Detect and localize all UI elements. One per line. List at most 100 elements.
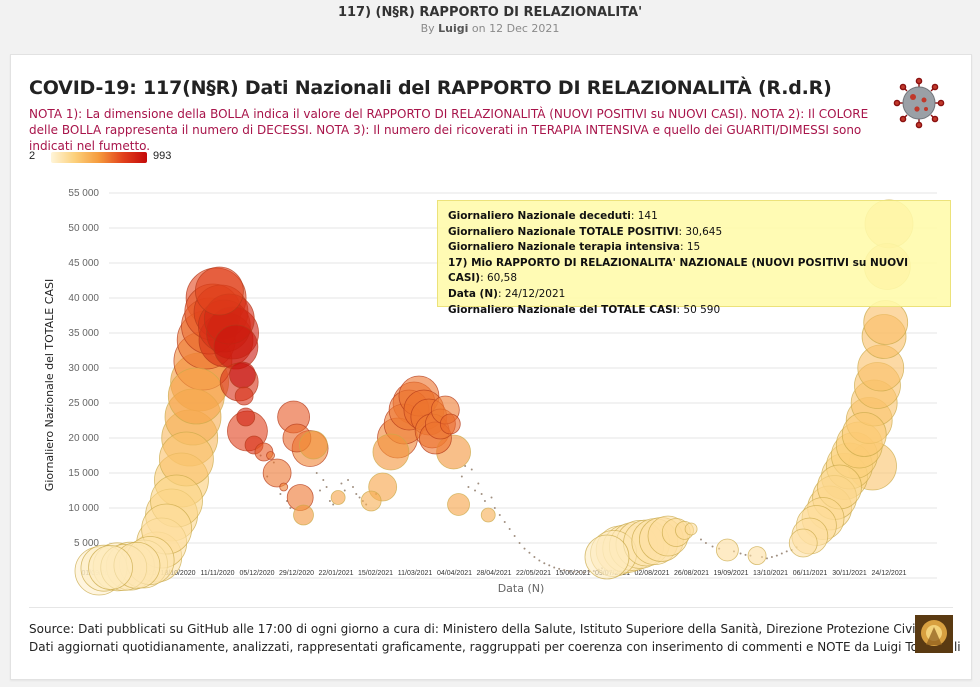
tooltip-row-label: Giornaliero Nazionale deceduti: [448, 210, 631, 222]
chart-bubble[interactable]: [236, 407, 256, 427]
chart-small-dot: [563, 569, 566, 572]
chart-small-dot: [577, 571, 580, 574]
chart-small-dot: [765, 557, 768, 560]
chart-bubble[interactable]: [439, 413, 461, 435]
chart-small-dot: [315, 472, 318, 474]
chart-small-dot: [477, 482, 480, 485]
chart-bubble[interactable]: [213, 324, 259, 370]
chart-small-dot: [780, 552, 783, 555]
chart-small-dot: [328, 500, 331, 502]
chart-bubble[interactable]: [88, 545, 133, 590]
x-tick-label: 22/01/2021: [318, 570, 353, 577]
tooltip-row: Giornaliero Nazionale TOTALE POSITIVI: 3…: [448, 225, 940, 241]
chart-small-dot: [587, 570, 590, 573]
chart-bubble[interactable]: [194, 266, 244, 316]
publish-date: on 12 Dec 2021: [471, 22, 560, 35]
chart-small-dot: [289, 507, 292, 509]
author-logo-icon: [915, 615, 953, 653]
chart-small-dot: [460, 475, 463, 478]
chart-small-dot: [343, 489, 346, 492]
chart-small-dot: [518, 542, 521, 544]
x-tick-label: 02/08/2021: [634, 570, 669, 577]
tooltip-row-label: Giornaliero Nazionale TOTALE POSITIVI: [448, 225, 679, 238]
tooltip-row-value: : 24/12/2021: [497, 287, 566, 300]
chart-small-dot: [474, 489, 477, 492]
y-axis-title: Giornaliero Nazionale del TOTALE CASI: [43, 279, 56, 491]
chart-bubble[interactable]: [788, 528, 818, 558]
chart-small-dot: [322, 479, 325, 481]
chart-bubble[interactable]: [715, 538, 739, 562]
chart-small-dot: [513, 535, 516, 537]
chart-small-dot: [493, 507, 496, 509]
chart-small-dot: [543, 562, 546, 565]
tooltip-row: Giornaliero Nazionale terapia intensiva:…: [448, 240, 940, 256]
chart-small-dot: [464, 465, 467, 467]
chart-small-dot: [785, 550, 788, 553]
bubble-chart[interactable]: 5 000 10 000 15 000 20 000 25 000 30 000 35 00…: [11, 175, 971, 605]
source-line-2: Dati aggiornati quotidianamente, analizz…: [29, 640, 961, 654]
chart-small-dot: [470, 468, 473, 471]
chart-bubble[interactable]: [841, 412, 887, 457]
chart-small-dot: [325, 486, 328, 488]
chart-bubble[interactable]: [480, 507, 496, 523]
chart-small-dot: [332, 503, 335, 506]
x-tick-label: 24/12/2021: [871, 570, 906, 577]
tooltip-row: 17) Mio RAPPORTO DI RELAZIONALITA' NAZIO…: [448, 256, 940, 287]
x-axis-ticks: 01/09/202024/09/202018/10/202011/11/2020…: [81, 570, 906, 577]
page-title: 117) (N§R) RAPPORTO DI RELAZIONALITA': [337, 5, 643, 20]
chart-bubble[interactable]: [299, 430, 328, 460]
chart-bubble[interactable]: [167, 367, 225, 425]
chart-bubble[interactable]: [330, 490, 346, 505]
chart-small-dot: [572, 570, 575, 573]
chart-small-dot: [553, 566, 556, 569]
chart-bubble[interactable]: [279, 482, 289, 492]
tooltip-row-label: Giornaliero Nazionale terapia intensiva: [448, 241, 680, 254]
tooltip-row: Giornaliero Nazionale del TOTALE CASI: 5…: [448, 303, 940, 319]
legend-max-label: 993: [153, 150, 172, 162]
chart-bubble[interactable]: [266, 451, 275, 460]
chart-bubble[interactable]: [584, 534, 630, 580]
chart-bubble[interactable]: [234, 386, 254, 406]
chart-bubble[interactable]: [293, 504, 314, 526]
chart-bubble[interactable]: [262, 458, 292, 488]
y-tick-label: 10 000: [68, 503, 99, 514]
chart-bubble[interactable]: [747, 546, 767, 566]
x-tick-label: 28/04/2021: [476, 570, 511, 577]
tooltip-row-label: Giornaliero Nazionale del TOTALE CASI: [448, 303, 677, 316]
chart-small-dot: [775, 554, 778, 557]
chart-bubble[interactable]: [447, 493, 470, 516]
chart-bubbles[interactable]: [74, 199, 914, 596]
chart-bubble[interactable]: [684, 522, 698, 536]
author-link[interactable]: Luigi: [438, 22, 469, 35]
chart-small-dot: [480, 493, 483, 495]
x-tick-label: 04/04/2021: [437, 570, 472, 577]
chart-small-dot: [347, 479, 350, 481]
chart-small-dot: [503, 521, 506, 523]
chart-small-dot: [533, 556, 536, 558]
y-tick-label: 55 000: [68, 188, 99, 199]
chart-small-dot: [351, 486, 354, 488]
chart-title: COVID-19: 117(N§R) Dati Nazionali del RA…: [29, 77, 832, 99]
chart-small-dot: [319, 489, 322, 492]
chart-bubble[interactable]: [372, 433, 410, 471]
chart-small-dot: [490, 496, 493, 499]
chart-small-dot: [548, 564, 551, 567]
x-tick-label: 06/11/2021: [793, 570, 828, 577]
chart-bubble[interactable]: [229, 361, 256, 389]
chart-small-dot: [711, 545, 714, 548]
chart-small-dot: [523, 547, 526, 550]
chart-bubble[interactable]: [360, 490, 382, 512]
chart-small-dot: [744, 553, 747, 556]
y-tick-label: 45 000: [68, 258, 99, 269]
chart-small-dot: [483, 500, 486, 502]
tooltip-row-label: Data (N): [448, 287, 498, 300]
coronavirus-icon: [893, 77, 945, 129]
legend-min-label: 2: [29, 150, 36, 162]
chart-tooltip: Giornaliero Nazionale deceduti: 141 Giorn…: [437, 200, 951, 316]
y-axis-ticks: 5 000 10 000 15 000 20 000 25 000 30 000 35 00…: [68, 188, 99, 549]
x-tick-label: 30/11/2021: [832, 570, 867, 577]
x-axis-title: Data (N): [498, 582, 545, 595]
by-prefix: By: [420, 22, 435, 35]
chart-small-dot: [538, 559, 541, 562]
chart-small-dot: [699, 538, 702, 541]
